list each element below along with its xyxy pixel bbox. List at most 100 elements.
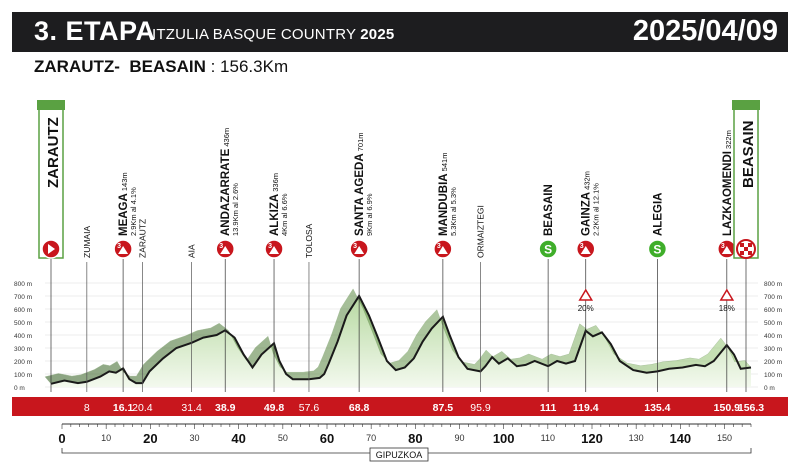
waypoint-lazkaomendi-km: 150.9	[714, 402, 740, 414]
race-name-text: ITZULIA BASQUE COUNTRY	[152, 26, 356, 43]
start-zarautz-frame-cap	[37, 100, 65, 110]
waypoint-aia-label: AIA	[187, 244, 197, 258]
waypoint-alkiza-km: 49.8	[264, 402, 285, 414]
waypoint-alkiza-altitude: 336m	[271, 173, 280, 194]
elevation-label-right: 700 m	[764, 294, 782, 301]
route-line: ZARAUTZ- BEASAIN : 156.3Km	[34, 57, 288, 77]
waypoint-alkiza-climb-info: 4Km al 6.6%	[280, 193, 289, 236]
profile-fill	[51, 295, 751, 387]
waypoint-andazarrate-km: 38.9	[215, 402, 236, 414]
stage-date: 2025/04/09	[632, 15, 778, 47]
waypoint-beasain-name: BEASAIN	[543, 184, 555, 236]
start-zarautz-label: ZARAUTZ	[45, 117, 62, 188]
waypoint-santa-ageda-label: SANTA AGEDA 701m	[354, 133, 366, 237]
elevation-label-right: 100 m	[764, 372, 782, 379]
waypoint-alkiza-mountain-icon	[269, 246, 280, 254]
finish-beasain-frame-cap	[732, 100, 760, 110]
distance-major-label: 40	[231, 431, 245, 446]
elevation-label-left: 500 m	[14, 320, 32, 327]
waypoint-ormaiztegi-km: 95.9	[470, 402, 491, 414]
profile-line	[50, 293, 752, 385]
waypoint-lazkaomendi-altitude: 322m	[724, 130, 733, 151]
distance-major-label: 0	[58, 431, 65, 446]
waypoint-meaga-name: MEAGA	[118, 193, 130, 236]
elevation-label-left: 0 m	[14, 385, 25, 392]
elevation-label-right: 600 m	[764, 307, 782, 314]
waypoint-gainza-name: GAINZA	[581, 192, 593, 236]
waypoint-lazkaomendi-mountain-icon	[721, 246, 732, 254]
distance-major-label: 20	[143, 431, 157, 446]
waypoint-mandubia-mountain-icon	[437, 246, 448, 254]
waypoint-meaga-label: MEAGA 143m	[118, 172, 130, 236]
checkered-flag-square	[748, 243, 752, 247]
steep-gradient-icon	[719, 288, 735, 301]
waypoint-mandubia-name: MANDUBIA	[438, 173, 450, 236]
waypoint-ormaiztegi-label: ORMAIZTEGI	[475, 205, 485, 258]
waypoint-santa-ageda-name: SANTA AGEDA	[354, 153, 366, 236]
waypoint-alegia-sprint-badge	[647, 239, 668, 259]
waypoint-alkiza-label: ALKIZA 336m	[269, 173, 281, 236]
elevation-label-left: 100 m	[14, 372, 32, 379]
distance-minor-label: 150	[717, 433, 732, 443]
waypoint-beasain-sprint-letter: S	[544, 243, 552, 257]
waypoint-meaga-altitude: 143m	[120, 172, 129, 193]
finish-km: 156.3	[738, 402, 764, 414]
waypoint-gainza-altitude: 432m	[583, 171, 592, 192]
waypoint-santa-ageda-climb-category: 3	[353, 243, 357, 250]
distance-minor-label: 50	[278, 433, 288, 443]
waypoint-gainza-mountain-icon	[580, 246, 591, 254]
checkered-flag-square	[740, 251, 744, 255]
elevation-label-right: 500 m	[764, 320, 782, 327]
waypoint-andazarrate-climb-category: 3	[219, 243, 223, 250]
waypoint-mandubia-climb-category: 3	[437, 243, 441, 250]
waypoint-beasain-sprint-badge	[538, 239, 558, 259]
distance-major-label: 120	[581, 431, 603, 446]
waypoint-tolosa-label: TOLOSA	[304, 223, 314, 258]
waypoint-andazarrate-label: ANDAZARRATE 436m	[220, 128, 232, 236]
elevation-label-right: 0 m	[764, 385, 775, 392]
waypoint-alkiza-name: ALKIZA	[269, 194, 281, 236]
route-start: ZARAUTZ-	[34, 57, 120, 76]
distance-major-label: 100	[493, 431, 515, 446]
waypoint-santa-ageda-altitude: 701m	[356, 133, 365, 154]
distance-major-label: 80	[408, 431, 422, 446]
waypoint-alegia-km: 135.4	[644, 402, 670, 414]
waypoint-zumaia-label: ZUMAIA	[82, 226, 92, 258]
waypoint-zarautz-label: ZARAUTZ	[137, 219, 147, 258]
waypoint-beasain-km: 111	[540, 402, 557, 414]
route-distance: : 156.3Km	[205, 57, 289, 76]
elevation-label-left: 800 m	[14, 281, 32, 288]
waypoint-zarautz-km: 20.4	[132, 402, 153, 414]
waypoint-meaga-mountain-icon	[118, 246, 129, 254]
elevation-label-right: 200 m	[764, 359, 782, 366]
waypoint-alkiza-climb-category: 3	[268, 243, 272, 250]
waypoint-alegia-name: ALEGIA	[652, 193, 664, 236]
elevation-label-right: 800 m	[764, 281, 782, 288]
distance-minor-label: 130	[629, 433, 644, 443]
distance-minor-label: 110	[541, 433, 555, 443]
waypoint-santa-ageda-km: 68.8	[349, 402, 370, 414]
route-finish: BEASAIN	[129, 57, 206, 76]
waypoint-mandubia-climb-info: 5.3Km al 5.3%	[449, 187, 458, 236]
play-icon	[48, 244, 55, 254]
waypoint-mandubia-altitude: 541m	[440, 153, 449, 174]
race-name: ITZULIA BASQUE COUNTRY 2025	[152, 26, 394, 43]
steep-gradient-icon	[578, 288, 594, 301]
race-year: 2025	[360, 26, 395, 43]
region-box	[369, 447, 429, 462]
waypoint-mandubia-km: 87.5	[433, 402, 454, 414]
waypoint-meaga-climb-info: 2.9Km al 4.1%	[129, 187, 138, 236]
elevation-label-right: 400 m	[764, 333, 782, 340]
elevation-label-left: 600 m	[14, 307, 32, 314]
waypoint-lazkaomendi-name: LAZKAOMENDI	[722, 151, 734, 236]
distance-major-label: 60	[320, 431, 334, 446]
waypoint-lazkaomendi-climb-category: 3	[721, 243, 725, 250]
distance-minor-label: 70	[366, 433, 376, 443]
waypoint-andazarrate-mountain-icon	[220, 246, 231, 254]
checkered-flag-square	[744, 247, 748, 251]
finish-beasain-label: BEASAIN	[740, 120, 757, 188]
stage-number: 3. ETAPA	[34, 16, 156, 46]
waypoint-tolosa-km: 57.6	[299, 402, 320, 414]
waypoint-meaga-climb-category: 3	[117, 243, 121, 250]
